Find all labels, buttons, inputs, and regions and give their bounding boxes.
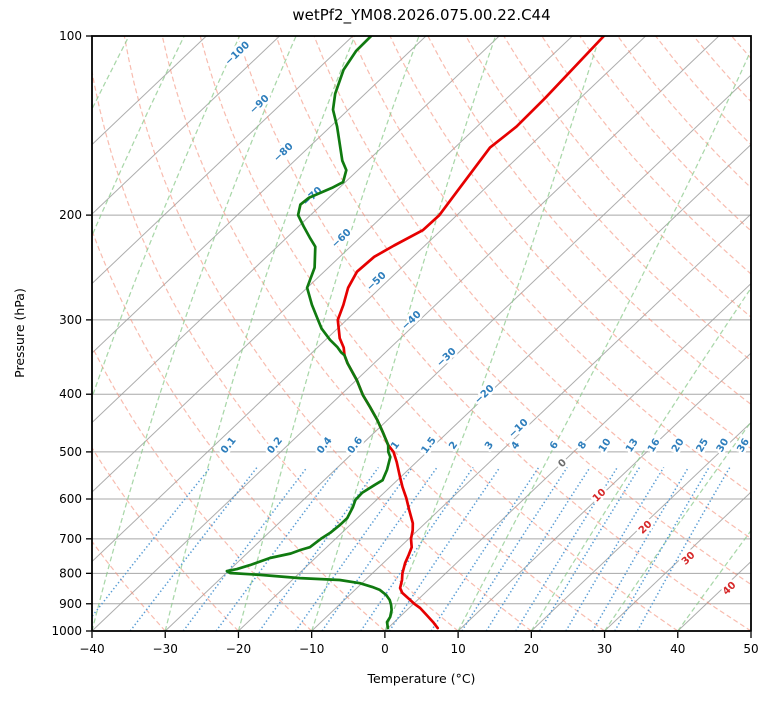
x-tick-label: 40 [670,642,685,656]
y-tick-label: 800 [59,566,82,580]
sounding-profiles [225,36,606,630]
inline-label: −30 [435,346,459,369]
y-axis-label: Pressure (hPa) [12,288,27,378]
inline-label: 1.5 [419,435,438,456]
inline-label: 0.2 [265,435,285,456]
x-tick-label: 0 [381,642,389,656]
inline-label: −90 [248,93,272,116]
inline-label: 40 [721,580,739,598]
y-tick-label: 500 [59,445,82,459]
x-tick-label: 50 [743,642,758,656]
inline-label: 0.6 [346,435,365,456]
isotherm-lines [92,36,751,631]
x-tick-label: 30 [597,642,612,656]
x-axis-label: Temperature (°C) [367,671,476,686]
mixing-ratio-lines [92,466,731,631]
inline-label: 4 [509,440,522,452]
chart-title: wetPf2_YM08.2026.075.00.22.C44 [292,6,551,24]
y-tick-label: 300 [59,313,82,327]
inline-label: 30 [680,550,698,568]
y-tick-label: 700 [59,532,82,546]
x-tick-label: −20 [226,642,251,656]
x-tick-label: −40 [79,642,104,656]
inline-label: −10 [507,417,531,440]
x-tick-label: 10 [450,642,465,656]
dewpoint-curve [225,36,393,630]
y-tick-label: 1000 [51,624,82,638]
y-tick-labels: 100 200 300 400 500 600 700 800 900 1000 [51,29,92,638]
inline-label: 6 [548,440,561,452]
x-tick-label: −30 [153,642,178,656]
inline-label: −50 [365,270,389,293]
y-tick-label: 900 [59,597,82,611]
moist-adiabat-lines [92,36,751,631]
x-tick-labels: −40 −30 −20 −10 0 10 20 30 40 50 [79,632,759,656]
mixing-ratio-labels: 0.1 0.2 0.4 0.6 1 1.5 2 3 4 6 8 10 13 16 20 25 30 36 [217,433,755,459]
x-tick-label: 20 [524,642,539,656]
y-tick-label: 400 [59,387,82,401]
inline-label: 8 [576,440,589,452]
inline-label: −80 [272,141,296,164]
dry-adiabat-lines [92,36,751,631]
axes-frame [91,35,752,632]
x-tick-label: −10 [299,642,324,656]
inline-label: −100 [223,40,252,68]
inline-label: 20 [637,519,655,537]
y-tick-label: 200 [59,208,82,222]
inline-label: 3 [483,440,496,452]
pressure-gridlines [92,36,751,631]
inline-label: 0.4 [315,435,335,456]
inline-label: −40 [400,309,424,332]
y-tick-label: 100 [59,29,82,43]
y-tick-label: 600 [59,492,82,506]
